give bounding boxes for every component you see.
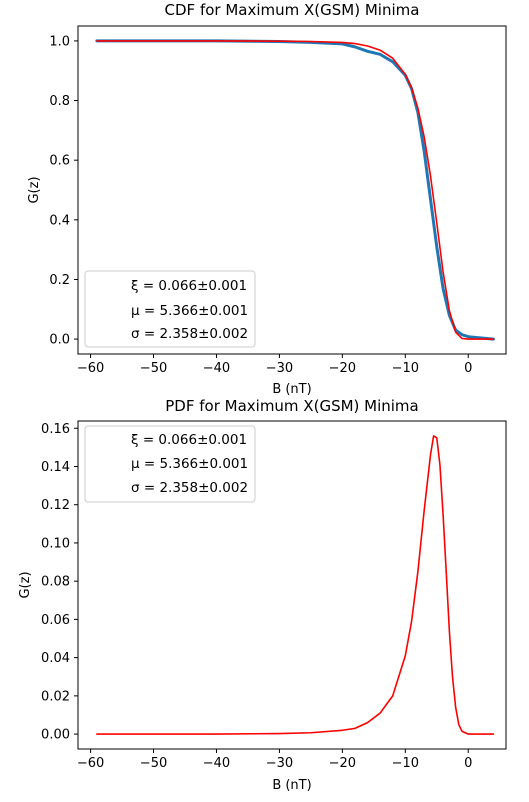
pdf-legend-entry: σ = 2.358±0.002	[131, 480, 248, 496]
pdf-x-tick-label: 0	[464, 756, 472, 771]
cdf-x-tick-label: −60	[77, 361, 104, 376]
cdf-chart: CDF for Maximum X(GSM) Minima B (nT) G(z…	[27, 1, 507, 397]
cdf-legend-box	[84, 270, 256, 348]
cdf-plot-frame	[77, 25, 507, 355]
pdf-y-tick-label: 0.16	[41, 422, 70, 437]
pdf-y-tick-label: 0.04	[41, 651, 70, 666]
pdf-legend-box	[84, 425, 256, 503]
pdf-series-line-0	[96, 435, 495, 735]
pdf-y-tick-label: 0.12	[41, 498, 70, 513]
pdf-y-tick-label: 0.02	[41, 689, 70, 704]
cdf-x-tick-label: 0	[464, 361, 472, 376]
pdf-x-tick-label: −40	[203, 756, 230, 771]
cdf-y-tick-label: 0.4	[49, 213, 70, 228]
pdf-series	[96, 435, 495, 735]
pdf-x-tick-label: −50	[140, 756, 167, 771]
cdf-y-tick-label: 0.2	[49, 273, 70, 288]
cdf-legend: ξ = 0.066±0.001 μ = 5.366±0.001 σ = 2.35…	[84, 270, 256, 348]
pdf-x-tick-label: −10	[392, 756, 419, 771]
pdf-y-tick-label: 0.10	[41, 536, 70, 551]
cdf-x-ticks: −60 −50 −40 −30 −20 −10 0	[77, 354, 472, 376]
cdf-x-tick-label: −50	[140, 361, 167, 376]
cdf-x-tick-label: −30	[266, 361, 293, 376]
pdf-plot-frame	[77, 420, 507, 750]
pdf-y-ticks: 0.00 0.02 0.04 0.06 0.08 0.10 0.12 0.14 0.16	[41, 422, 78, 743]
pdf-x-tick-label: −20	[329, 756, 356, 771]
pdf-y-tick-label: 0.14	[41, 460, 70, 475]
cdf-legend-entry: ξ = 0.066±0.001	[131, 278, 247, 294]
cdf-legend-entry: σ = 2.358±0.002	[131, 326, 248, 342]
cdf-title: CDF for Maximum X(GSM) Minima	[165, 1, 420, 19]
pdf-ylabel: G(z)	[18, 571, 33, 598]
cdf-series	[95, 39, 495, 341]
pdf-y-tick-label: 0.08	[41, 575, 70, 590]
cdf-x-tick-label: −10	[392, 361, 419, 376]
cdf-y-tick-label: 0.8	[49, 94, 70, 109]
pdf-y-tick-label: 0.06	[41, 613, 70, 628]
cdf-legend-entry: μ = 5.366±0.001	[131, 303, 248, 319]
cdf-y-tick-label: 1.0	[49, 34, 70, 49]
pdf-x-tick-label: −30	[266, 756, 293, 771]
cdf-x-tick-label: −40	[203, 361, 230, 376]
pdf-x-tick-label: −60	[77, 756, 104, 771]
cdf-ylabel: G(z)	[27, 176, 42, 203]
cdf-y-tick-label: 0.6	[49, 154, 70, 169]
cdf-y-ticks: 0.0 0.2 0.4 0.6 0.8 1.0	[49, 34, 78, 348]
cdf-x-tick-label: −20	[329, 361, 356, 376]
pdf-x-ticks: −60 −50 −40 −30 −20 −10 0	[77, 749, 472, 771]
pdf-legend: ξ = 0.066±0.001 μ = 5.366±0.001 σ = 2.35…	[84, 425, 256, 503]
pdf-legend-entry: μ = 5.366±0.001	[131, 456, 248, 472]
pdf-title: PDF for Maximum X(GSM) Minima	[165, 397, 418, 415]
cdf-xlabel: B (nT)	[272, 382, 311, 397]
pdf-y-tick-label: 0.00	[41, 728, 70, 743]
pdf-xlabel: B (nT)	[272, 778, 311, 793]
pdf-legend-entry: ξ = 0.066±0.001	[131, 432, 247, 448]
cdf-y-tick-label: 0.0	[49, 333, 70, 348]
pdf-chart: PDF for Maximum X(GSM) Minima B (nT) G(z…	[18, 397, 507, 793]
cdf-series-line-1	[96, 40, 495, 340]
